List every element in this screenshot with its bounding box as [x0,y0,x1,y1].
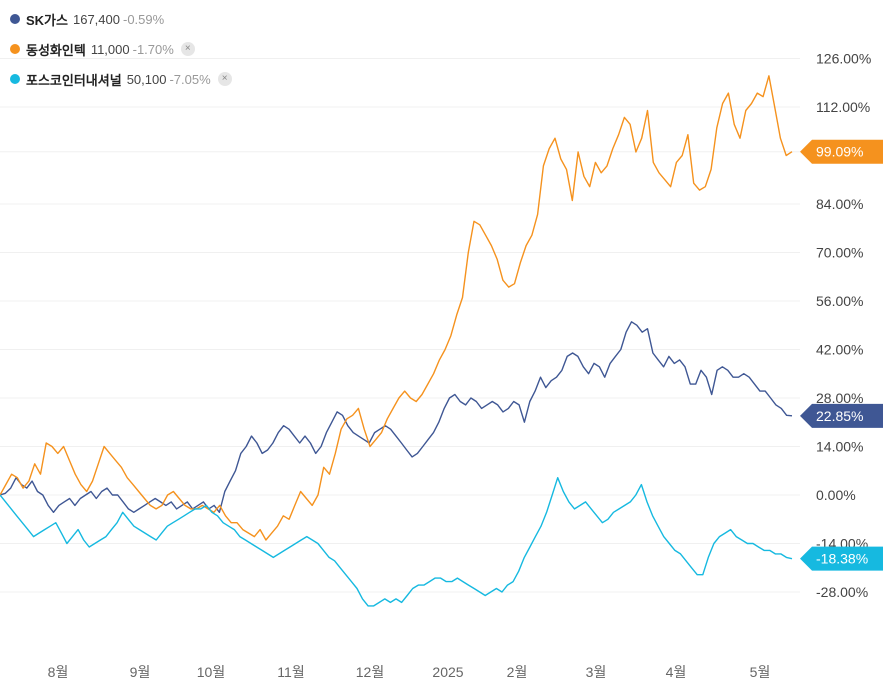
x-axis-label: 9월 [130,664,151,680]
last-value-tag [800,546,883,571]
y-axis-label: 70.00% [816,244,863,260]
series-color-dot [10,74,20,84]
y-axis-label: 112.00% [816,99,870,115]
last-value-label: 99.09% [816,144,863,160]
y-axis-label: 56.00% [816,293,863,309]
x-axis-label: 2월 [507,664,528,680]
legend-name: SK가스 [26,12,68,28]
y-axis-label: 126.00% [816,50,871,66]
x-axis-label: 5월 [750,664,771,680]
legend-price: 11,000 [90,41,130,57]
remove-series-button[interactable]: × [217,72,232,86]
last-value-tag [800,139,883,164]
legend-item-dongsung[interactable]: 동성화인텍 11,000 -1.70% × [10,34,232,64]
legend-price: 167,400 [72,11,120,27]
series-color-dot [10,14,20,24]
x-axis-label: 8월 [48,664,69,680]
series-line-0 [0,321,793,513]
series-line-1 [0,75,793,541]
x-axis-label: 11월 [277,664,304,680]
y-axis-label: 14.00% [816,438,863,454]
legend-item-posco-intl[interactable]: 포스코인터내셔널 50,100 -7.05% × [10,64,232,94]
legend-name: 동성화인텍 [26,42,86,58]
legend-change: -0.59% [122,11,165,27]
x-axis-label: 2025 [432,664,463,680]
series-color-dot [10,44,20,54]
last-value-tag [800,403,883,428]
y-axis-label: 28.00% [816,390,863,406]
last-value-label: 22.85% [816,408,863,424]
legend-item-sk-gas[interactable]: SK가스 167,400 -0.59% [10,4,232,34]
x-axis-label: 12월 [356,664,384,680]
series-line-2 [0,477,793,607]
chart-legend: SK가스 167,400 -0.59% 동성화인텍 11,000 -1.70% … [10,4,232,94]
y-axis-label: 0.00% [816,487,856,503]
remove-series-button[interactable]: × [180,42,195,56]
last-value-label: -18.38% [816,551,868,567]
x-axis-label: 4월 [666,664,687,680]
legend-price: 50,100 [126,71,167,87]
legend-change: -7.05% [169,71,211,87]
y-axis-label: 84.00% [816,196,863,212]
x-axis-label: 3월 [586,664,607,680]
legend-change: -1.70% [132,41,174,57]
legend-name: 포스코인터내셔널 [26,72,122,88]
y-axis-label: -28.00% [816,584,868,600]
y-axis-label: 42.00% [816,341,863,357]
x-axis-label: 10월 [197,664,225,680]
